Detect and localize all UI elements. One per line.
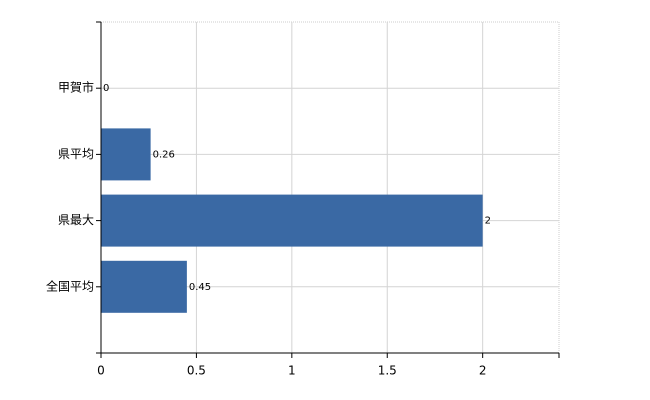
bar <box>101 128 151 181</box>
value-label: 2 <box>485 216 491 227</box>
y-tick-label: 県平均 <box>58 147 94 161</box>
bar <box>101 260 187 313</box>
y-tick-label: 県最大 <box>58 213 94 227</box>
value-label: 0.45 <box>189 282 211 293</box>
value-label: 0 <box>103 83 109 94</box>
value-label: 0.26 <box>153 149 175 160</box>
x-tick-label: 1 <box>288 364 296 378</box>
x-tick-label: 0 <box>97 364 105 378</box>
bar <box>101 194 483 247</box>
x-tick-label: 1.5 <box>378 364 397 378</box>
x-tick-label: 2 <box>479 364 487 378</box>
y-tick-label: 全国平均 <box>46 278 94 293</box>
y-tick-label: 甲賀市 <box>58 80 94 95</box>
x-tick-label: 0.5 <box>187 364 206 378</box>
